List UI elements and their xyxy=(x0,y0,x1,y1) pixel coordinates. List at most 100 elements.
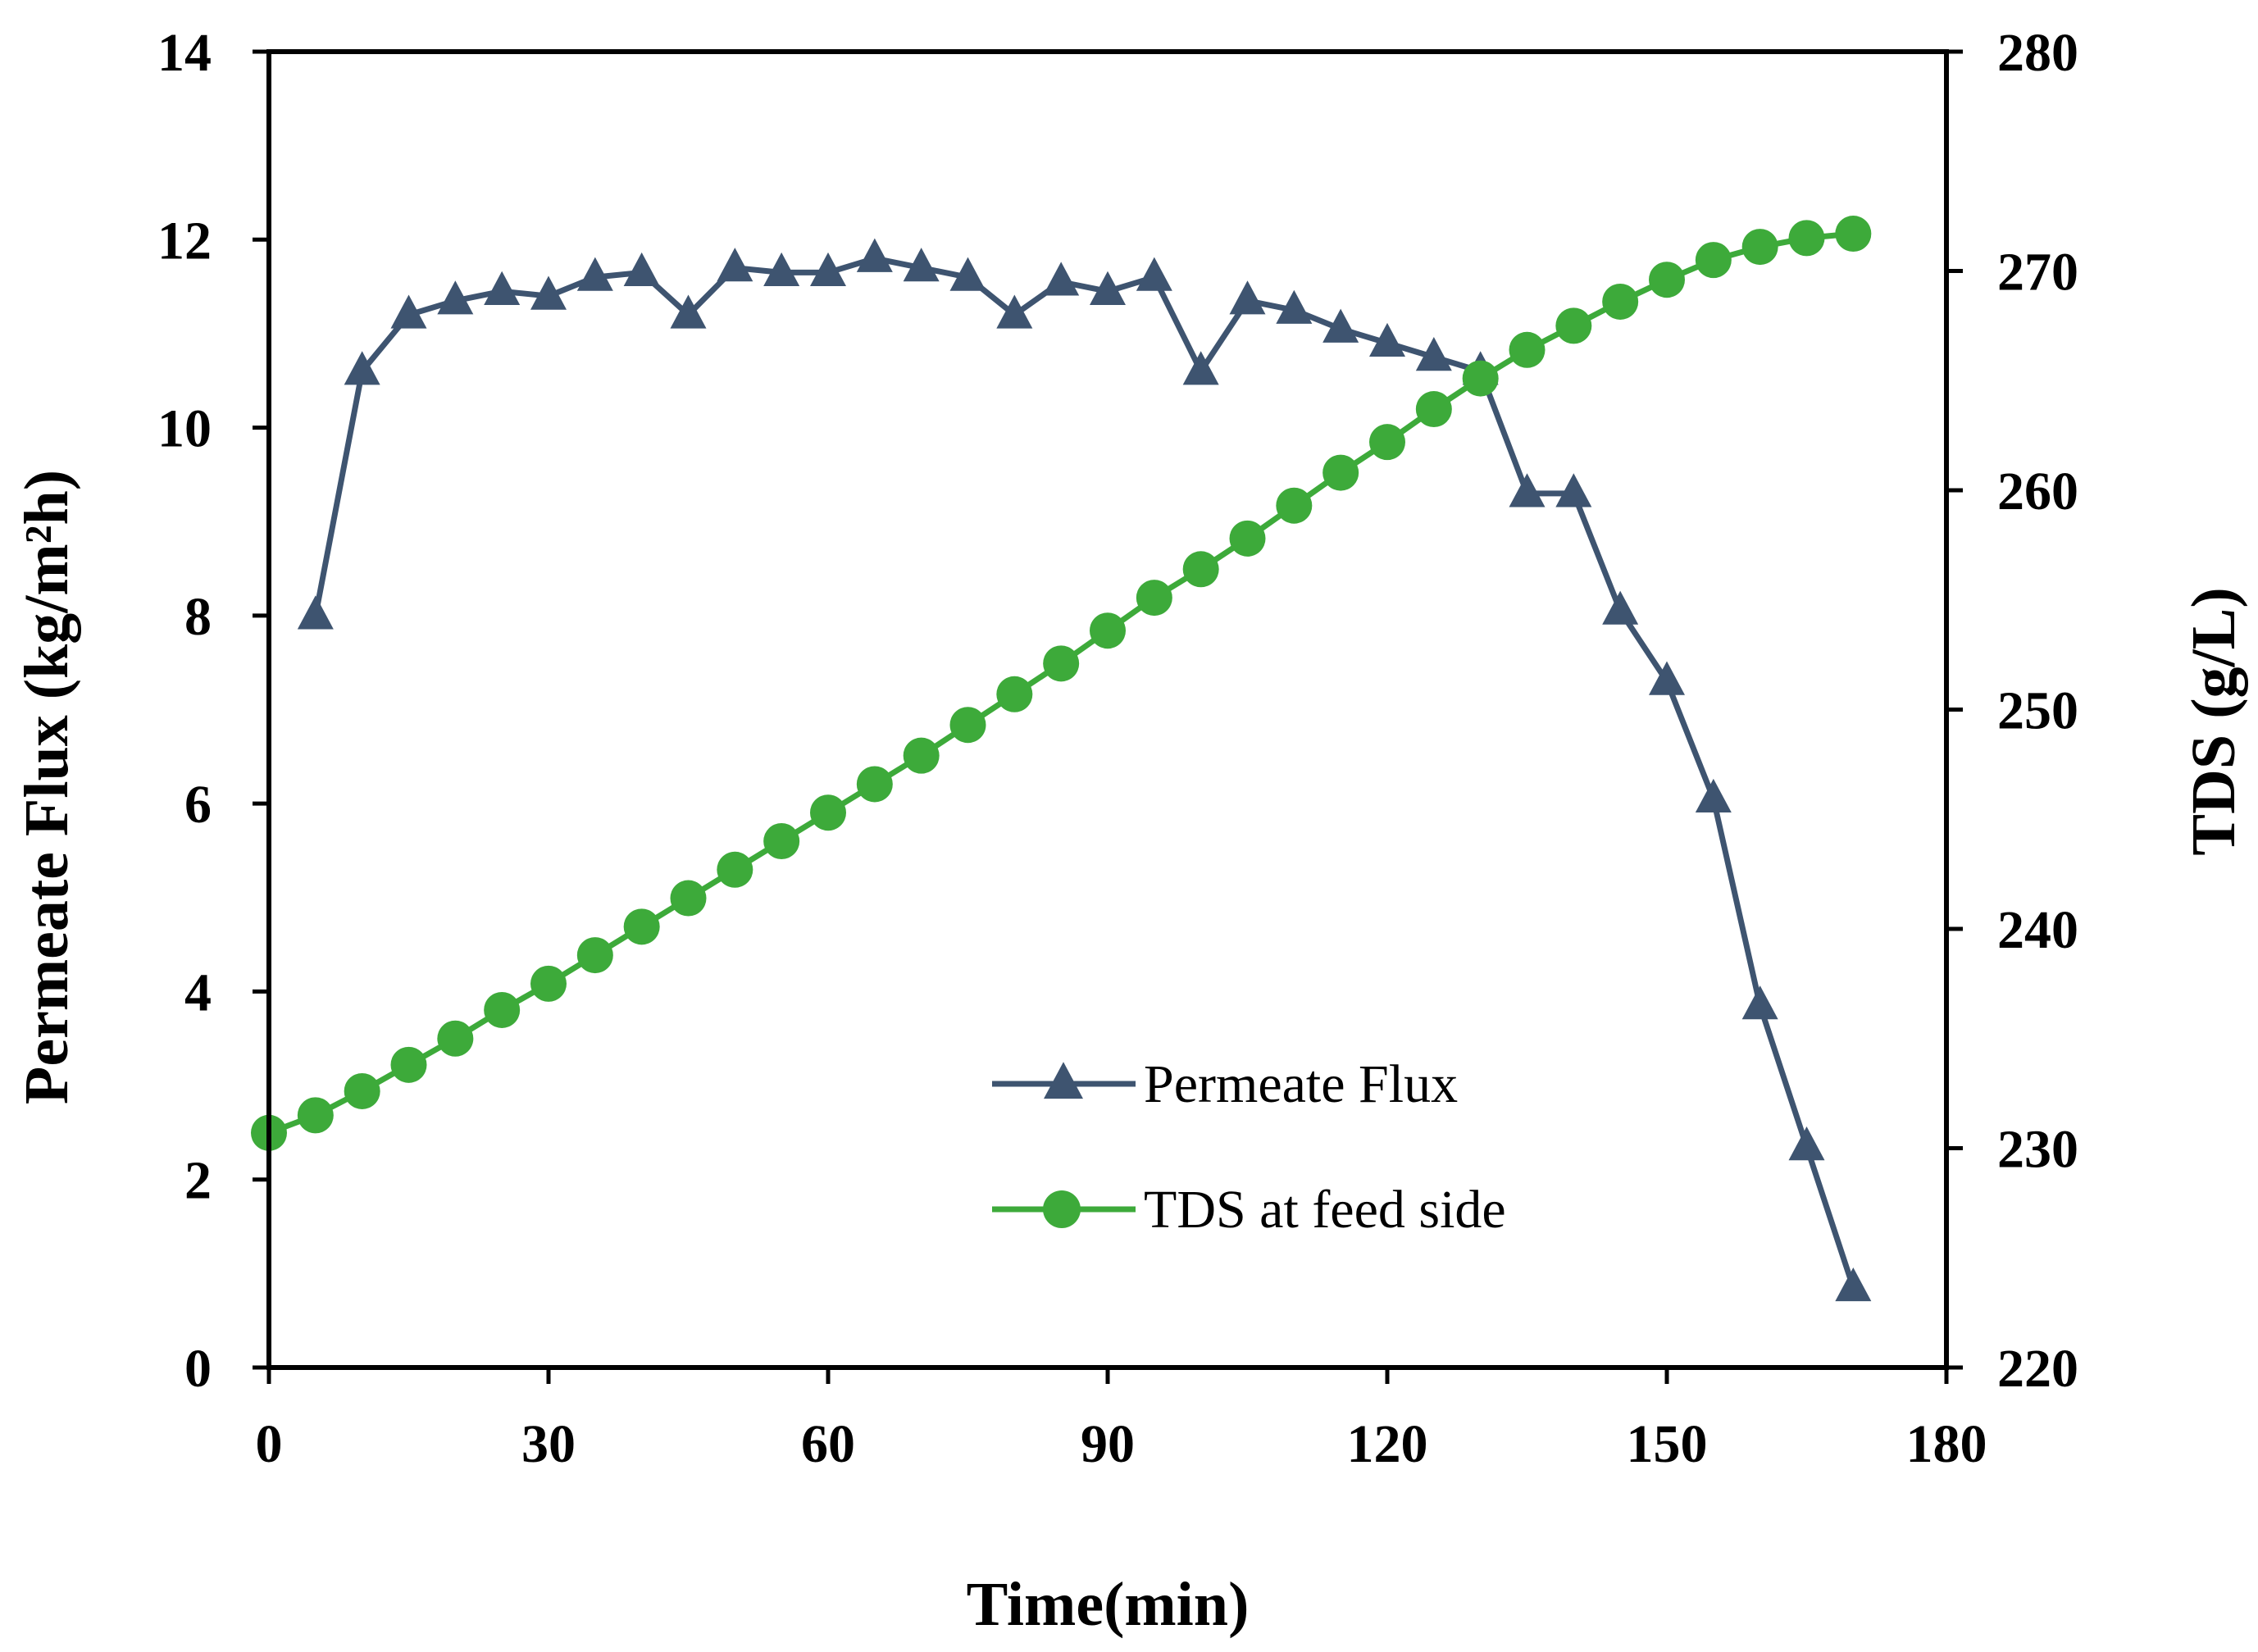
tds-point xyxy=(390,1046,427,1083)
tds-point xyxy=(297,1097,334,1134)
y2-tick-label: 240 xyxy=(1997,900,2078,960)
tds-point xyxy=(996,676,1033,712)
tds-point xyxy=(856,766,893,803)
flux-point xyxy=(810,252,846,287)
tds-point xyxy=(1043,645,1080,682)
flux-point xyxy=(856,238,893,272)
tds-point xyxy=(670,880,707,917)
flux-point xyxy=(1182,351,1219,385)
x-tick-label: 180 xyxy=(1906,1414,1987,1474)
tds-point xyxy=(949,707,986,744)
x-axis-title: Time(min) xyxy=(967,1570,1250,1639)
flux-point xyxy=(623,252,660,287)
tds-point xyxy=(344,1072,380,1109)
y-tick-label: 8 xyxy=(184,587,212,647)
flux-point xyxy=(344,351,380,385)
tds-point xyxy=(1602,283,1639,320)
y2-tick-label: 220 xyxy=(1997,1339,2078,1399)
tds-point xyxy=(1741,229,1778,266)
tds-point xyxy=(1509,331,1546,368)
tds-point xyxy=(1090,612,1126,649)
tds-point xyxy=(1322,454,1359,491)
tds-point xyxy=(1229,520,1266,557)
tds-point xyxy=(903,737,940,774)
legend-marker-triangle xyxy=(1044,1062,1083,1099)
tds-point xyxy=(437,1020,474,1057)
flux-point xyxy=(437,280,474,315)
flux-point xyxy=(996,294,1033,329)
flux-point xyxy=(1090,271,1126,305)
flux-point xyxy=(763,252,800,287)
flux-point xyxy=(1229,280,1266,315)
flux-point xyxy=(530,275,567,310)
x-tick-label: 120 xyxy=(1347,1414,1428,1474)
legend-marker-circle xyxy=(1043,1190,1081,1228)
flux-point xyxy=(1649,661,1685,695)
y-tick-label: 14 xyxy=(157,23,212,83)
flux-point xyxy=(1369,322,1405,357)
legend-label-tds: TDS at feed side xyxy=(1144,1180,1506,1240)
y-axis-title: Permeate Flux (kg/m²h) xyxy=(12,470,81,1104)
tds-point xyxy=(717,851,753,888)
y-tick-label: 6 xyxy=(184,775,212,835)
flux-point xyxy=(1136,257,1172,291)
flux-point xyxy=(1835,1267,1872,1302)
flux-point xyxy=(390,294,427,329)
y-tick-label: 2 xyxy=(184,1151,212,1211)
y2-tick-label: 280 xyxy=(1997,23,2078,83)
flux-point xyxy=(1695,778,1732,813)
x-tick-label: 0 xyxy=(256,1414,283,1474)
flux-point xyxy=(484,271,521,305)
x-tick-label: 60 xyxy=(801,1414,855,1474)
flux-point xyxy=(1043,262,1080,296)
flux-point xyxy=(1788,1126,1825,1161)
y2-tick-label: 250 xyxy=(1997,681,2078,741)
y2-tick-label: 270 xyxy=(1997,243,2078,303)
tds-point xyxy=(1462,360,1499,397)
tds-point xyxy=(1555,307,1592,344)
legend: Permeate Flux TDS at feed side xyxy=(992,1054,1506,1240)
legend-label-permeate-flux: Permeate Flux xyxy=(1144,1054,1458,1114)
tds-point xyxy=(530,965,567,1002)
flux-point xyxy=(1415,337,1452,371)
x-tick-label: 30 xyxy=(521,1414,576,1474)
flux-point xyxy=(1276,289,1313,324)
tds-point xyxy=(1415,391,1452,428)
tds-point xyxy=(1182,551,1219,588)
tds-point xyxy=(623,908,660,945)
series-layer xyxy=(251,216,1872,1302)
flux-point xyxy=(1322,308,1359,343)
y-tick-label: 10 xyxy=(157,399,212,459)
flux-point xyxy=(576,257,613,291)
flux-point xyxy=(1509,473,1546,507)
tds-point xyxy=(1136,580,1172,617)
flux-point xyxy=(1555,473,1592,507)
flux-point xyxy=(1741,985,1778,1020)
x-tick-label: 90 xyxy=(1081,1414,1135,1474)
y-tick-label: 0 xyxy=(184,1339,212,1399)
flux-point xyxy=(949,257,986,291)
series-line-permeate-flux xyxy=(312,255,1856,1289)
tds-point xyxy=(810,794,846,831)
tds-point xyxy=(1276,487,1313,524)
y2-tick-label: 230 xyxy=(1997,1120,2078,1180)
tds-point xyxy=(484,991,521,1028)
flux-point xyxy=(717,248,753,282)
tds-point xyxy=(1369,424,1405,461)
tds-point xyxy=(763,823,800,859)
flux-point xyxy=(1602,590,1639,625)
tds-point xyxy=(1788,220,1825,257)
flux-point xyxy=(297,595,334,630)
tds-point xyxy=(576,937,613,974)
tds-point xyxy=(1649,262,1685,298)
x-tick-label: 150 xyxy=(1627,1414,1708,1474)
y-tick-label: 12 xyxy=(157,211,212,271)
y2-axis-title: TDS (g/L) xyxy=(2179,587,2248,855)
y-tick-label: 4 xyxy=(184,963,212,1022)
y2-tick-label: 260 xyxy=(1997,462,2078,521)
flux-point xyxy=(903,248,940,282)
tds-point xyxy=(1835,216,1872,253)
tds-point xyxy=(1695,242,1732,279)
